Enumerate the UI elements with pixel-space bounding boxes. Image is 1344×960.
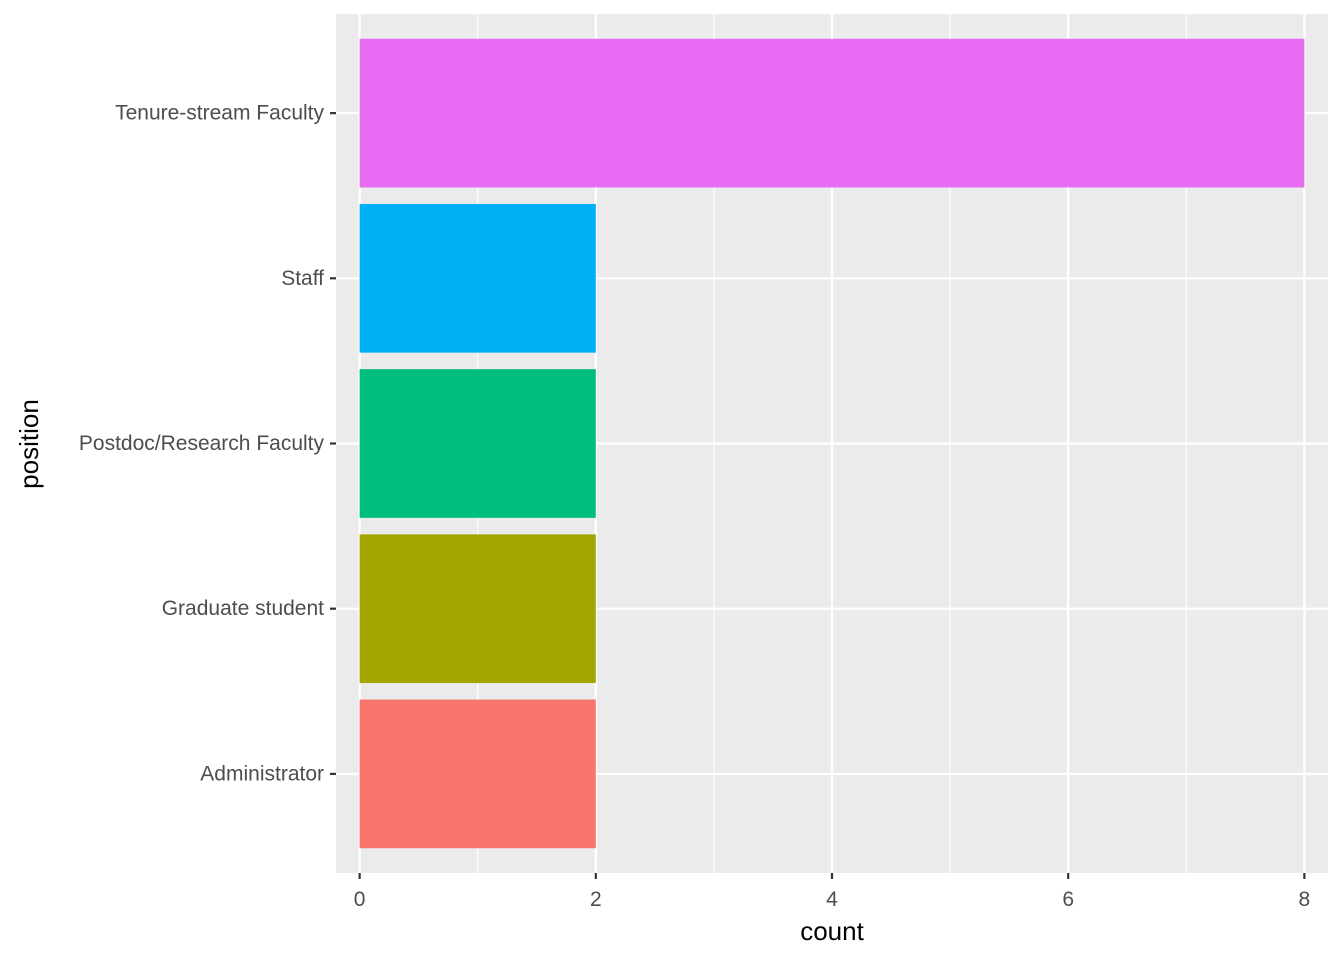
x-tick-label: 8 <box>1299 888 1311 911</box>
y-tick-label: Administrator <box>200 762 324 785</box>
bar-graduate-student <box>359 534 596 684</box>
x-tick-label: 2 <box>590 888 602 911</box>
y-axis-title: position <box>14 399 44 489</box>
x-axis-title: count <box>800 916 864 946</box>
x-tick-label: 4 <box>826 888 838 911</box>
x-tick-label: 0 <box>354 888 366 911</box>
y-tick-label: Postdoc/Research Faculty <box>79 432 325 455</box>
bar-staff <box>359 203 596 353</box>
x-axis: 0 2 4 6 8 <box>354 873 1310 911</box>
x-tick-label: 6 <box>1062 888 1074 911</box>
bar-postdoc-research-faculty <box>359 369 596 518</box>
bar-administrator <box>359 699 596 849</box>
y-tick-label: Graduate student <box>162 597 324 620</box>
y-tick-label: Staff <box>281 267 324 290</box>
bars <box>359 38 1305 849</box>
y-tick-label: Tenure-stream Faculty <box>115 102 324 125</box>
bar-tenure-stream-faculty <box>359 38 1305 188</box>
y-axis: Administrator Graduate student Postdoc/Res… <box>79 102 336 785</box>
